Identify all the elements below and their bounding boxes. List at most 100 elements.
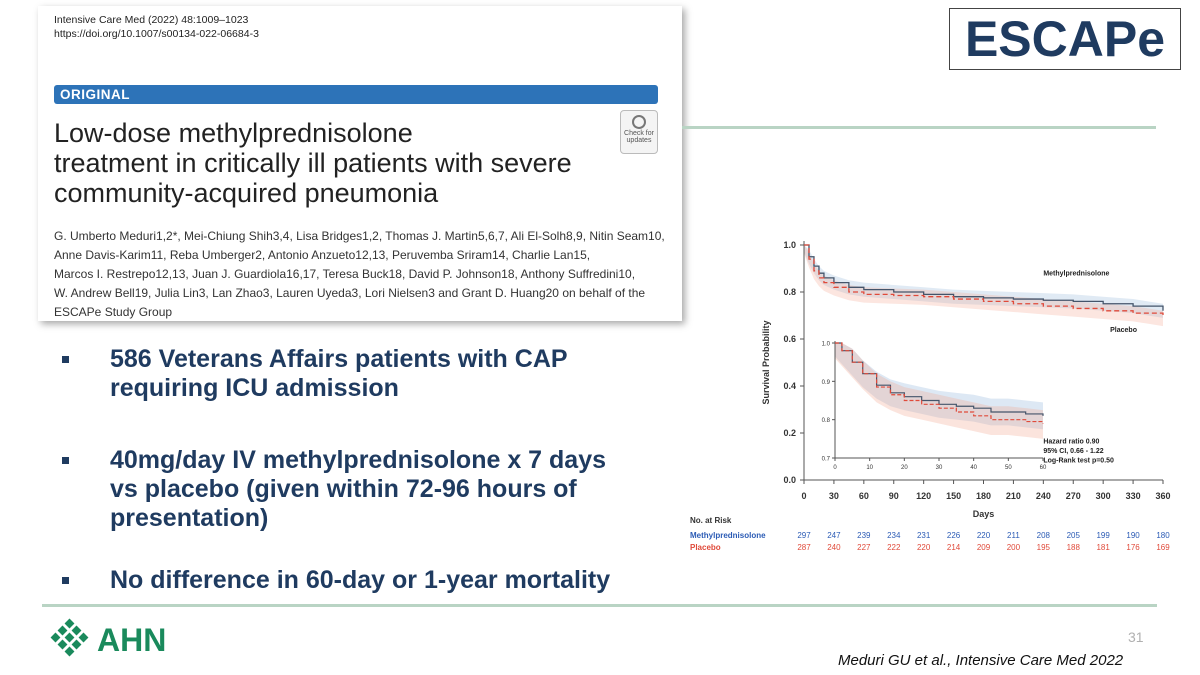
inset-x-tick-label: 0 (833, 465, 837, 471)
risk-value: 227 (857, 543, 871, 552)
x-tick-label: 330 (1126, 491, 1141, 501)
divider-top (682, 126, 1156, 129)
risk-value: 231 (917, 531, 931, 540)
check-updates-icon (632, 115, 646, 129)
risk-value: 190 (1126, 531, 1140, 540)
methyl-series-label: Methylprednisolone (1043, 271, 1109, 278)
inset-y-tick-label: 0.8 (822, 418, 831, 424)
inset-methyl-line (835, 342, 1044, 416)
x-tick-label: 0 (801, 491, 806, 501)
risk-value: 297 (797, 531, 811, 540)
x-tick-label: 240 (1036, 491, 1051, 501)
x-tick-label: 120 (916, 491, 931, 501)
inset-placebo-line (835, 342, 1044, 424)
authors-line-5: ESCAPe Study Group (54, 305, 173, 319)
inset-x-tick-label: 40 (970, 465, 977, 471)
risk-value: 287 (797, 543, 811, 552)
authors-line-2: Anne Davis-Karim11, Reba Umberger2, Anto… (54, 248, 591, 262)
risk-value: 247 (827, 531, 841, 540)
check-updates-text-2: updates (626, 137, 652, 144)
bullet-marker-3 (62, 577, 69, 584)
risk-value: 205 (1067, 531, 1081, 540)
risk-value: 195 (1037, 543, 1051, 552)
log-rank-test: Log-Rank test p=0.50 (1043, 457, 1114, 464)
risk-value: 176 (1126, 543, 1140, 552)
authors-line-3: Marcos I. Restrepo12,13, Juan J. Guardio… (54, 267, 636, 281)
inset-x-tick-label: 30 (936, 465, 943, 471)
x-tick-label: 30 (829, 491, 839, 501)
risk-row-name: Placebo (690, 543, 721, 552)
risk-value: 180 (1156, 531, 1170, 540)
inset-y-tick-label: 0.7 (822, 457, 831, 463)
x-tick-label: 180 (976, 491, 991, 501)
citation: Meduri GU et al., Intensive Care Med 202… (838, 652, 1124, 669)
risk-value: 240 (827, 543, 841, 552)
paper-title: Low-dose methylprednisolone treatment in… (54, 118, 614, 208)
x-tick-label: 300 (1096, 491, 1111, 501)
check-updates-text-1: Check for (624, 130, 654, 137)
risk-value: 220 (977, 531, 991, 540)
risk-table-header: No. at Risk (690, 516, 732, 525)
y-tick-label: 0.6 (783, 334, 796, 344)
y-axis-label: Survival Probability (761, 320, 771, 404)
x-tick-label: 360 (1155, 491, 1170, 501)
x-tick-label: 150 (946, 491, 961, 501)
paper-title-line-1: Low-dose methylprednisolone (54, 118, 413, 148)
bullet-2-line-3: presentation) (110, 504, 269, 532)
section-label: ORIGINAL (54, 85, 658, 104)
y-tick-label: 0.8 (783, 287, 796, 297)
check-for-updates-badge: Check for updates (620, 110, 658, 154)
authors-line-1: G. Umberto Meduri1,2*, Mei-Chiung Shih3,… (54, 229, 665, 243)
risk-value: 239 (857, 531, 871, 540)
y-tick-label: 0.2 (783, 428, 796, 438)
x-tick-label: 60 (859, 491, 869, 501)
risk-value: 200 (1007, 543, 1021, 552)
inset-x-tick-label: 60 (1040, 465, 1047, 471)
doi-link: https://doi.org/10.1007/s00134-022-06684… (54, 28, 259, 40)
study-name-box: ESCAPe (949, 8, 1181, 70)
bullet-item-2: 40mg/day IV methylprednisolone x 7 days … (110, 446, 606, 533)
bullet-1-line-1: 586 Veterans Affairs patients with CAP (110, 345, 568, 373)
y-tick-label: 0.0 (783, 475, 796, 485)
bullet-marker-1 (62, 356, 69, 363)
inset-x-tick-label: 20 (901, 465, 908, 471)
risk-value: 214 (947, 543, 961, 552)
risk-table: No. at Risk Methylprednisolone 297 247 239 23… (690, 516, 1170, 552)
bullet-item-1: 586 Veterans Affairs patients with CAP r… (110, 345, 568, 403)
risk-value: 209 (977, 543, 991, 552)
bullet-2-line-1: 40mg/day IV methylprednisolone x 7 days (110, 446, 607, 474)
main-plot-area: 0.0 0.2 0.4 0.6 0.8 1.0 0 30 60 90 120 150 180 210 240… (761, 240, 1171, 519)
author-list: G. Umberto Meduri1,2*, Mei-Chiung Shih3,… (54, 227, 666, 322)
risk-value: 199 (1096, 531, 1110, 540)
inset-y-tick-label: 0.9 (822, 380, 831, 386)
x-axis-label: Days (973, 509, 995, 519)
inset-x-tick-label: 10 (866, 465, 873, 471)
risk-value: 181 (1096, 543, 1110, 552)
risk-row-name: Methylprednisolone (690, 531, 766, 540)
placebo-survival-line (804, 244, 1164, 318)
bullet-item-3: No difference in 60-day or 1-year mortal… (110, 566, 610, 595)
ahn-logo-text: AHN (97, 622, 167, 658)
risk-value: 211 (1007, 531, 1020, 540)
placebo-series-label: Placebo (1110, 327, 1137, 334)
bullet-marker-2 (62, 457, 69, 464)
authors-line-4: W. Andrew Bell19, Julia Lin3, Lan Zhao3,… (54, 286, 646, 300)
bullet-2-line-2: vs placebo (given within 72-96 hours of (110, 475, 577, 503)
confidence-interval: 95% CI, 0.66 - 1.22 (1043, 448, 1103, 455)
inset-placebo-ci-band (835, 343, 1043, 439)
bullet-3-line-1: No difference in 60-day or 1-year mortal… (110, 566, 611, 594)
inset-y-tick-label: 1.0 (822, 342, 831, 348)
bullet-1-line-2: requiring ICU admission (110, 374, 399, 402)
risk-value: 226 (947, 531, 961, 540)
risk-value: 208 (1037, 531, 1051, 540)
x-tick-label: 90 (889, 491, 899, 501)
y-tick-label: 1.0 (783, 240, 796, 250)
x-tick-label: 210 (1006, 491, 1021, 501)
x-tick-label: 270 (1066, 491, 1081, 501)
risk-value: 220 (917, 543, 931, 552)
journal-citation: Intensive Care Med (2022) 48:1009–1023 (54, 14, 249, 26)
inset-x-tick-label: 50 (1005, 465, 1012, 471)
inset-plot-area: 0.7 0.8 0.9 1.0 0 10 20 30 40 50 60 (822, 341, 1047, 471)
risk-value: 188 (1067, 543, 1081, 552)
paper-screenshot: Intensive Care Med (2022) 48:1009–1023 h… (38, 6, 682, 321)
